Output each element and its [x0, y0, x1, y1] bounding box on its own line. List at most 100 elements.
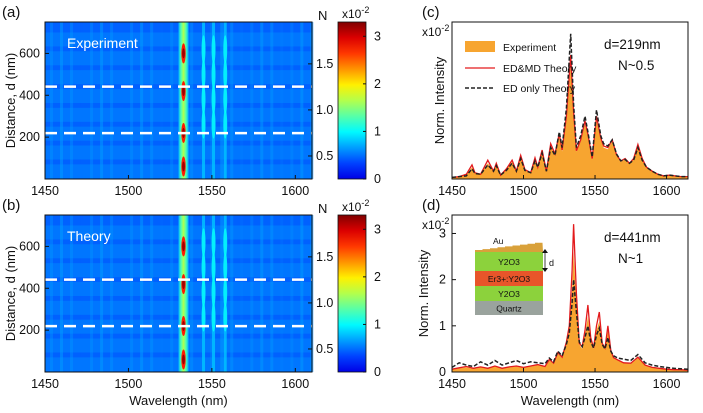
weak-emission-hotspot [223, 85, 228, 114]
heatmap-texture-column [70, 215, 74, 372]
panel-label: (d) [422, 197, 440, 214]
inset-y2o3-top-layer [475, 252, 543, 271]
heatmap-frame [44, 214, 313, 373]
emission-hotspot-core [182, 354, 185, 365]
colorbar-tick-label: 1 [374, 317, 381, 331]
heatmap-texture-band [45, 263, 312, 278]
heatmap-texture-column [170, 22, 174, 179]
x-tick-label: 1600 [653, 184, 681, 198]
series-experiment-area [452, 65, 688, 179]
x-tick-label: 1500 [115, 184, 143, 198]
colorbar-tick-label: 0 [374, 172, 381, 186]
x-tick-label: 1600 [653, 377, 681, 391]
series-edmd-theory-line [451, 54, 688, 179]
annotation-n: N~1 [618, 251, 643, 266]
x-tick-label: 1450 [438, 377, 466, 391]
heatmap-texture-column [250, 215, 254, 372]
annotation-distance: d=219nm [604, 37, 661, 52]
exponent-label: x10-2 [422, 216, 449, 232]
colorbar-tick-label: 0 [374, 365, 381, 379]
x-axis-label: Wavelength (nm) [521, 393, 620, 408]
plot-frame-border [451, 214, 689, 373]
panel-label: (a) [2, 4, 20, 21]
heatmap-texture-column [290, 22, 294, 179]
y-tick-label: 0 [439, 365, 446, 379]
panel-label: (c) [422, 4, 440, 21]
n-tick-label: 1.5 [316, 250, 333, 264]
weak-emission-hotspot [211, 278, 216, 307]
emission-hotspot-core [182, 48, 185, 59]
heatmap-texture-column [220, 22, 224, 179]
weak-emission-hotspot [201, 228, 206, 257]
heatmap-texture-band [45, 32, 312, 47]
y-axis-label: Distance, d (nm) [3, 53, 18, 148]
x-tick-label: 1550 [198, 377, 226, 391]
emission-hotspot-core [182, 279, 185, 290]
n-tick-label: 0.5 [316, 149, 333, 163]
heatmap-texture-column [230, 22, 234, 179]
weak-emission-hotspot [211, 35, 216, 64]
heatmap-texture-column [280, 215, 284, 372]
weak-emission-hotspot [211, 110, 216, 139]
weak-emission-hotspot [201, 85, 206, 114]
y-tick-label: 600 [19, 239, 40, 253]
inset-er-y2o3-label: Er3+:Y2O3 [488, 274, 531, 284]
heatmap-texture-column [260, 215, 264, 372]
layer-stack-inset: Au Y2O3 Er3+:Y2O3 Y2O3 Quartz d [475, 236, 554, 315]
heatmap-texture-band [45, 164, 312, 179]
weak-emission-hotspot [223, 110, 228, 139]
annotation-distance: d=441nm [604, 230, 661, 245]
heatmap-texture-column [190, 215, 194, 372]
heatmap-texture-column [50, 22, 54, 179]
heatmap-texture-band [45, 51, 312, 66]
inset-quartz-layer [475, 301, 543, 315]
x-tick-label: 1500 [510, 184, 538, 198]
heatmap-texture-column [120, 22, 124, 179]
heatmap-texture-column [130, 215, 134, 372]
heatmap-texture-column [60, 215, 64, 372]
heatmap-inset-title: Experiment [67, 35, 138, 51]
heatmap-background [45, 215, 312, 372]
colorbar [337, 214, 367, 373]
x-tick-label: 1500 [115, 377, 143, 391]
heatmap-texture-column [70, 22, 74, 179]
n-axis-label: N [318, 201, 327, 216]
x-tick-label: 1550 [581, 184, 609, 198]
heatmap-texture-column [100, 215, 104, 372]
inset-y2o3-bottom-label: Y2O3 [498, 289, 520, 299]
y-tick-label: 3 [439, 226, 446, 240]
y-tick-label: 200 [19, 130, 40, 144]
panel-label: (b) [2, 197, 20, 214]
emission-hotspot-core [182, 241, 185, 252]
y-axis-label: Distance, d (nm) [3, 246, 18, 341]
emission-hotspot-core [182, 86, 185, 97]
heatmap-texture-column [150, 215, 154, 372]
colorbar-tick-label: 2 [374, 270, 381, 284]
heatmap-texture-column [50, 215, 54, 372]
heatmap-texture-band [45, 338, 312, 353]
weak-emission-hotspot [223, 228, 228, 257]
n-tick-label: 1.0 [316, 103, 333, 117]
legend-swatch-experiment [465, 41, 495, 52]
heatmap-texture-column [60, 22, 64, 179]
weak-emission-hotspot [223, 278, 228, 307]
heatmap-texture-column [160, 22, 164, 179]
n-axis-label: N [318, 8, 327, 23]
heatmap-texture-column [280, 22, 284, 179]
x-axis-label: Wavelength (nm) [129, 393, 228, 408]
heatmap-texture-column [270, 22, 274, 179]
heatmap-texture-column [150, 22, 154, 179]
colorbar-tick-label: 3 [374, 222, 381, 236]
legend-label-experiment: Experiment [503, 42, 556, 54]
series-ed-only-theory-line [451, 33, 688, 179]
x-tick-label: 1550 [581, 377, 609, 391]
weak-emission-hotspot [211, 60, 216, 89]
legend-label-ed-only: ED only Theory [503, 83, 576, 95]
heatmap-texture-column [220, 215, 224, 372]
heatmap-texture-band [45, 357, 312, 372]
x-tick-label: 1450 [31, 184, 59, 198]
colorbar-tick-label: 1 [374, 124, 381, 138]
heatmap-texture-column [230, 215, 234, 372]
heatmap-texture-column [240, 22, 244, 179]
